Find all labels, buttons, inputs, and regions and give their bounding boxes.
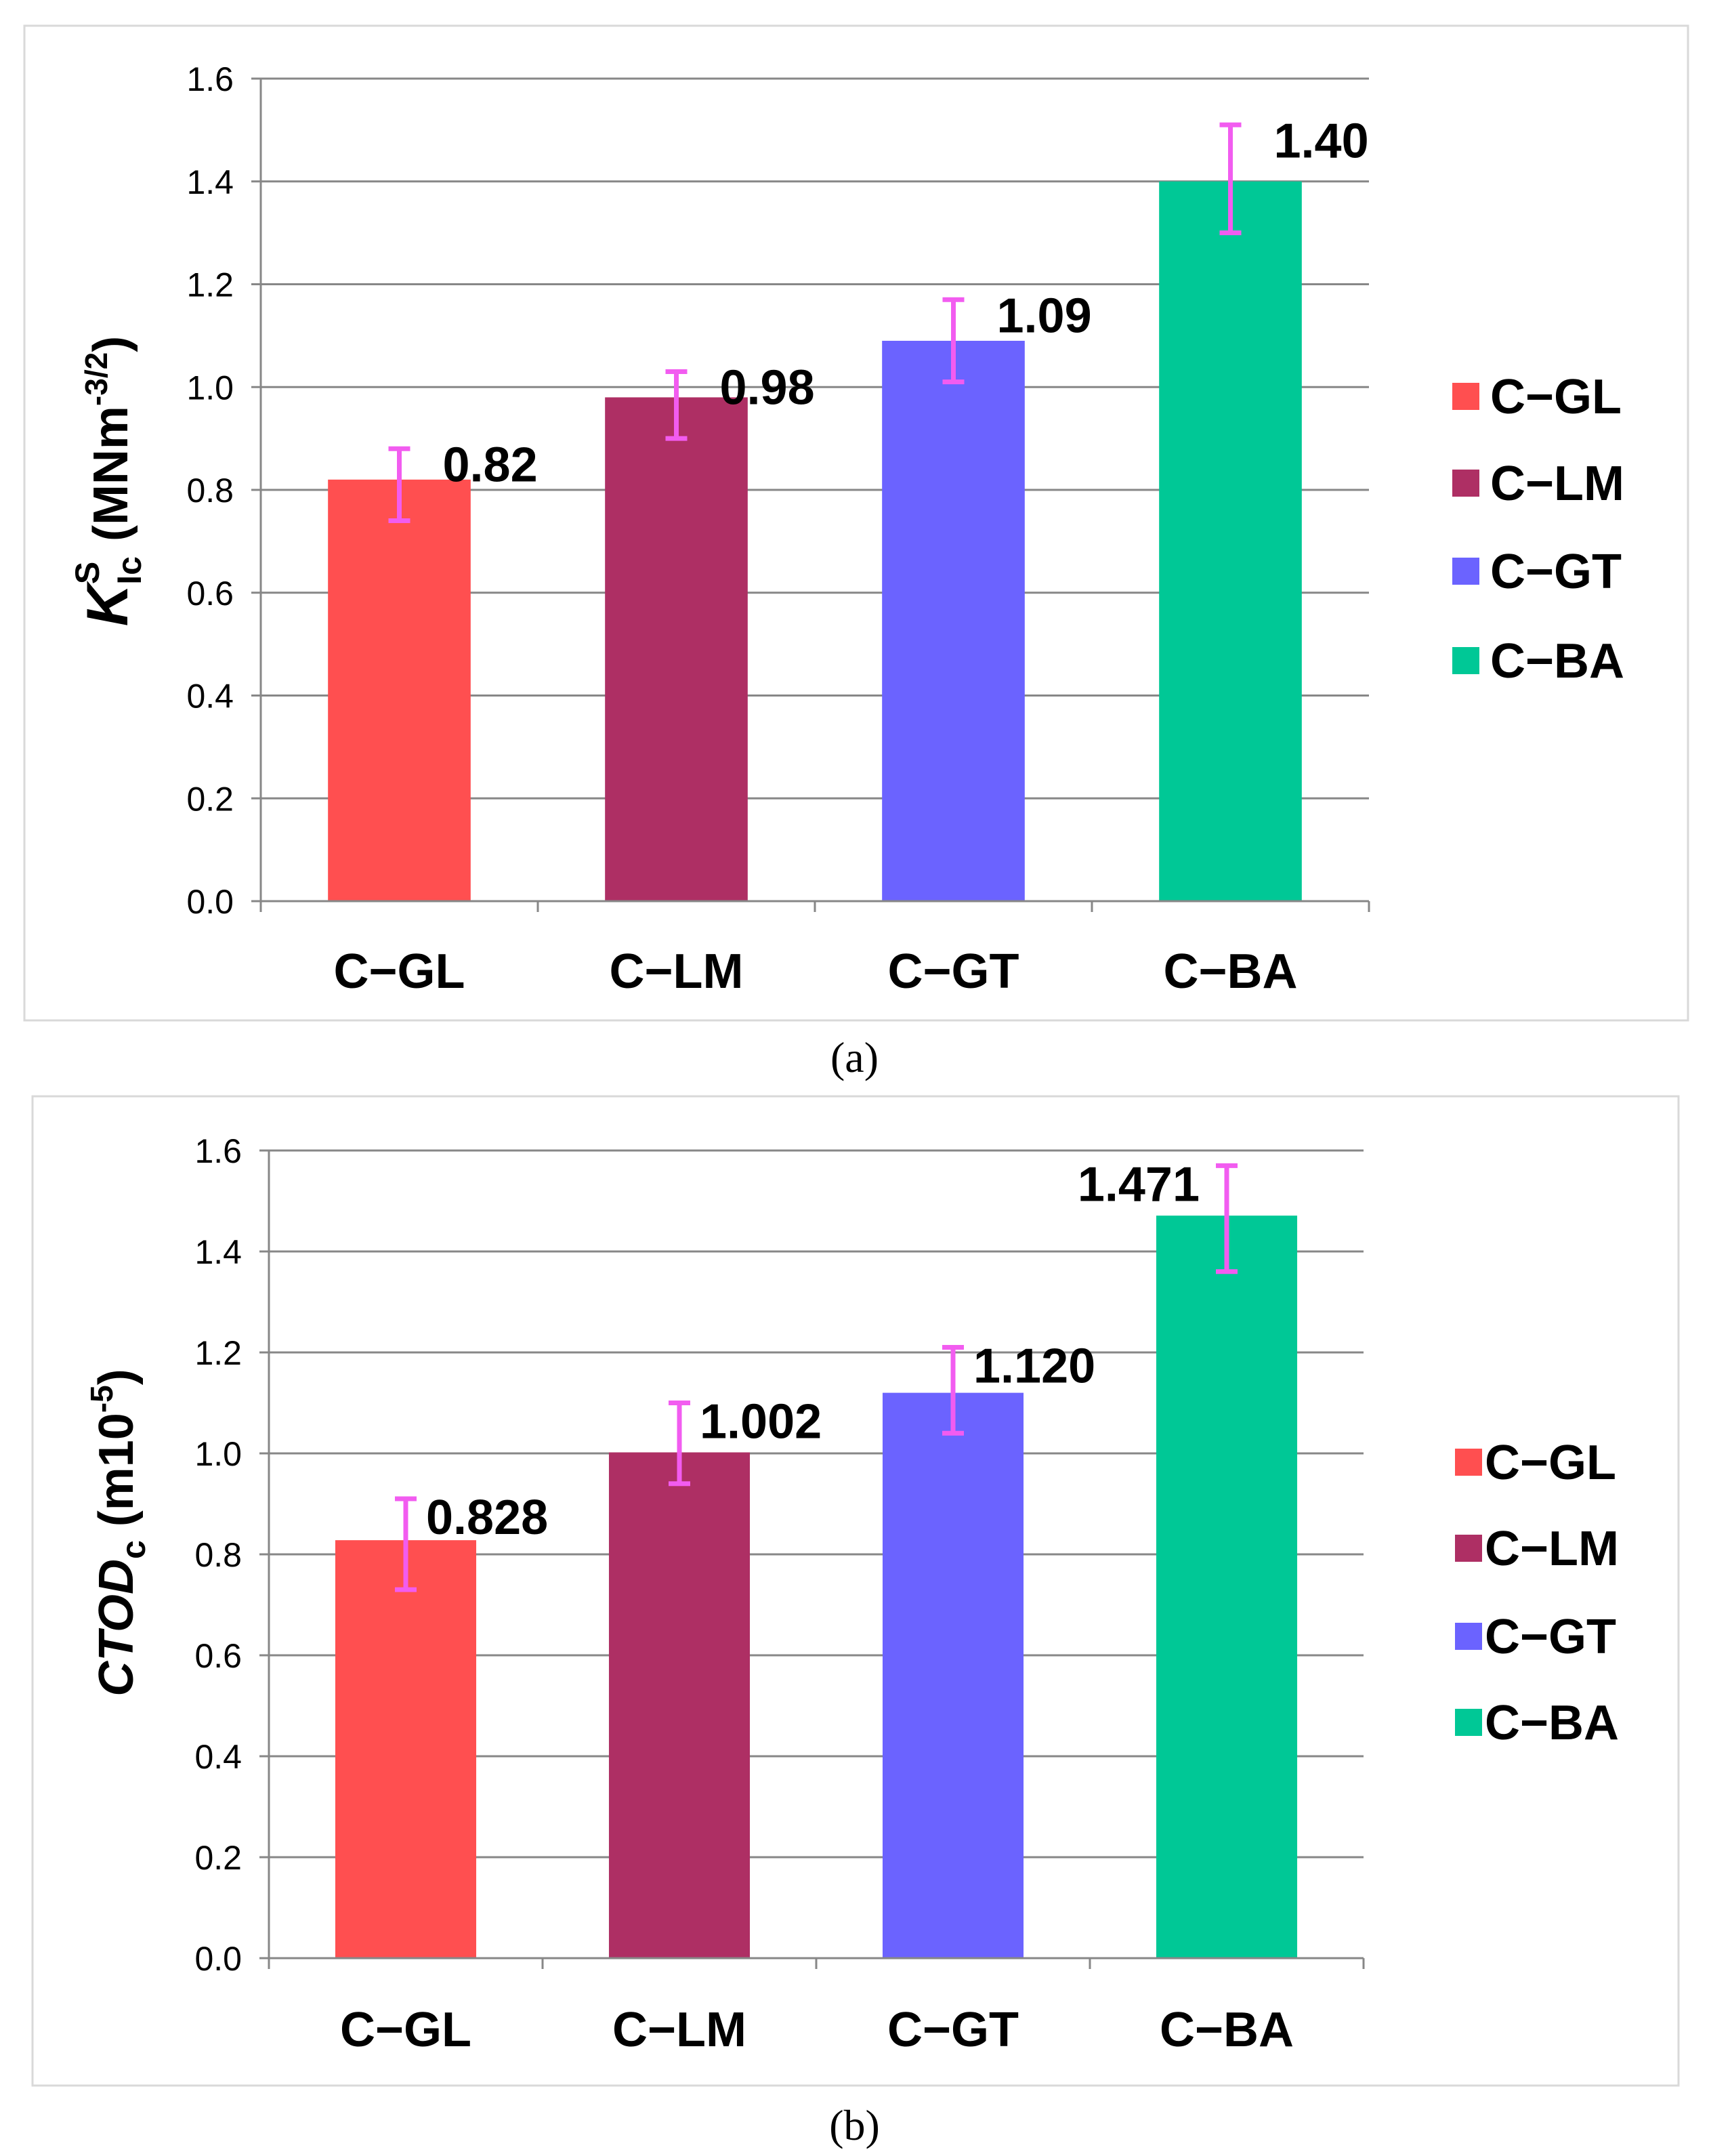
y-tick-label: 1.6 — [194, 1132, 242, 1170]
legend-label: C−GL — [1485, 1436, 1616, 1490]
bar-c-ba — [1159, 181, 1302, 901]
y-tick-label: 0.2 — [194, 1839, 242, 1877]
chart-b-category-labels: C−GL C−LM C−GT C−BA — [340, 2003, 1294, 2057]
caption-b: (b) — [829, 2101, 880, 2149]
category-label: C−GT — [887, 2003, 1019, 2057]
y-tick-label: 1.2 — [186, 266, 234, 304]
caption-a: (a) — [830, 1033, 879, 1081]
data-label: 1.40 — [1274, 114, 1369, 168]
chart-panel-b: 0.0 0.2 0.4 0.6 0.8 1.0 1.2 1.4 1.6 C−GL C−LM C−GT… — [0, 1084, 1709, 2156]
bar-c-gl — [328, 479, 471, 901]
y-tick-label: 1.0 — [186, 369, 234, 407]
y-tick-label: 0.6 — [194, 1637, 242, 1675]
chart-a-data-labels: 0.82 0.98 1.09 1.40 — [443, 114, 1369, 492]
bar-c-lm — [605, 397, 748, 901]
y-tick-label: 1.0 — [194, 1435, 242, 1473]
chart-b-frame — [31, 1095, 1680, 2087]
data-label: 1.002 — [700, 1395, 822, 1449]
legend-swatch — [1452, 470, 1479, 497]
chart-b-legend: C−GL C−LM C−GT C−BA — [1455, 1436, 1619, 1750]
legend-label: C−LM — [1490, 457, 1624, 511]
chart-a-frame — [23, 24, 1689, 1022]
data-label: 0.98 — [720, 360, 815, 415]
y-tick-label: 0.4 — [194, 1738, 242, 1776]
bar-c-gt — [882, 1392, 1024, 1958]
bar-c-ba — [1156, 1216, 1298, 1958]
chart-a-error-bars — [388, 122, 1242, 524]
category-label: C−GL — [340, 2003, 471, 2057]
legend-swatch — [1455, 1623, 1482, 1650]
category-label: C−GT — [887, 945, 1019, 999]
y-tick-label: 1.2 — [194, 1334, 242, 1372]
chart-a: 0.0 0.2 0.4 0.6 0.8 1.0 1.2 1.4 1.6 C−GL C−LM C−GT… — [23, 24, 1689, 1022]
data-label: 1.09 — [997, 289, 1092, 343]
chart-b-y-axis-label: CTODc(m10-5) — [84, 1369, 152, 1696]
chart-a-category-labels: C−GL C−LM C−GT C−BA — [333, 945, 1297, 999]
legend-label: C−GL — [1490, 370, 1622, 424]
legend-swatch — [1455, 1535, 1482, 1562]
chart-b-error-bars — [395, 1163, 1238, 1592]
legend-swatch — [1455, 1449, 1482, 1476]
category-label: C−LM — [610, 945, 744, 999]
chart-a-bars — [328, 181, 1302, 901]
chart-b-bars — [335, 1216, 1298, 1958]
y-tick-label: 0.8 — [186, 472, 234, 510]
bar-c-gt — [882, 340, 1025, 901]
legend-label: C−LM — [1485, 1522, 1619, 1576]
chart-a-y-axis-label: KS Ic(MNm-3/2) — [68, 336, 148, 626]
category-label: C−BA — [1160, 2003, 1294, 2057]
chart-a-legend: C−GL C−LM C−GT C−BA — [1452, 370, 1624, 688]
legend-label: C−BA — [1485, 1696, 1619, 1750]
y-tick-label: 1.4 — [186, 163, 234, 201]
y-tick-label: 0.0 — [194, 1940, 242, 1978]
chart-a-ytick-labels: 0.0 0.2 0.4 0.6 0.8 1.0 1.2 1.4 1.6 — [186, 60, 234, 921]
data-label: 0.82 — [443, 438, 538, 492]
legend-swatch — [1452, 383, 1479, 410]
y-tick-label: 1.4 — [194, 1233, 242, 1271]
legend-label: C−BA — [1490, 634, 1624, 688]
data-label: 1.471 — [1078, 1157, 1200, 1211]
legend-swatch — [1452, 647, 1479, 674]
legend-label: C−GT — [1490, 545, 1622, 599]
chart-b-ytick-labels: 0.0 0.2 0.4 0.6 0.8 1.0 1.2 1.4 1.6 — [194, 1132, 242, 1978]
y-tick-label: 0.6 — [186, 575, 234, 613]
chart-a-axes — [251, 77, 1370, 912]
legend-label: C−GT — [1485, 1610, 1616, 1664]
y-tick-label: 0.2 — [186, 780, 234, 818]
data-label: 0.828 — [426, 1491, 548, 1545]
legend-swatch — [1452, 558, 1479, 585]
y-tick-label: 0.0 — [186, 883, 234, 921]
chart-panel-a: 0.0 0.2 0.4 0.6 0.8 1.0 1.2 1.4 1.6 C−GL C−LM C−GT… — [23, 24, 1689, 1081]
bar-c-gl — [335, 1540, 477, 1958]
category-label: C−LM — [612, 2003, 746, 2057]
category-label: C−GL — [333, 945, 465, 999]
chart-b-data-labels: 0.828 1.002 1.120 1.471 — [426, 1157, 1200, 1545]
data-label: 1.120 — [973, 1340, 1095, 1394]
bar-c-lm — [608, 1452, 751, 1958]
y-tick-label: 0.8 — [194, 1536, 242, 1574]
y-tick-label: 0.4 — [186, 678, 234, 716]
legend-swatch — [1455, 1709, 1482, 1736]
chart-b-axes — [259, 1149, 1365, 1969]
chart-b: 0.0 0.2 0.4 0.6 0.8 1.0 1.2 1.4 1.6 C−GL C−LM C−GT… — [31, 1095, 1680, 2087]
category-label: C−BA — [1163, 945, 1297, 999]
y-tick-label: 1.6 — [186, 60, 234, 98]
